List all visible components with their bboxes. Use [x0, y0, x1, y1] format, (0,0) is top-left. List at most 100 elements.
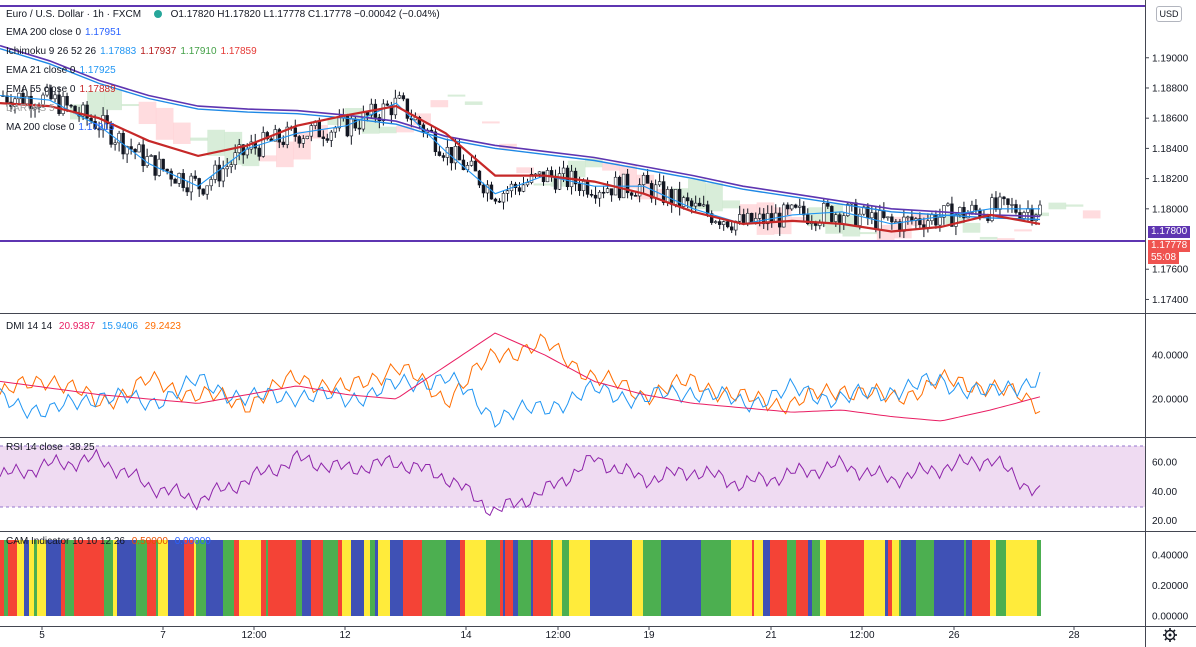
dmi-minus-line[interactable] — [0, 371, 1041, 428]
indicator-name[interactable]: DARVAS 5 — [6, 103, 55, 114]
time-axis-label: 12:00 — [241, 630, 266, 641]
indicator-legend-row[interactable]: Ichimoku 9 26 52 26 1.17883 1.17937 1.17910… — [6, 46, 261, 58]
cam-bar — [378, 540, 380, 616]
indicator-legend-row[interactable]: EMA 55 close 0 1.17889 — [6, 84, 120, 96]
ichimoku-cloud-segment — [190, 137, 208, 141]
ema-55-line[interactable] — [0, 102, 1041, 233]
candle-body — [685, 197, 690, 202]
cam-bar — [217, 540, 219, 616]
cam-bar — [635, 540, 639, 616]
time-axis-label: 12:00 — [545, 630, 570, 641]
cam-bar — [820, 540, 823, 616]
candle-body — [709, 213, 714, 223]
cam-bar — [307, 540, 311, 616]
cam-bar — [212, 540, 217, 616]
candle-body — [882, 210, 886, 218]
candle-body — [13, 98, 17, 107]
cam-bar — [996, 540, 998, 616]
cam-bar — [491, 540, 493, 616]
cam-bar — [152, 540, 156, 616]
candle-body — [561, 167, 566, 174]
cam-bar — [8, 540, 10, 616]
cam-bar — [868, 540, 873, 616]
ichimoku-cloud-segment — [585, 158, 603, 168]
price-axis-label: 1.18600 — [1152, 114, 1189, 125]
cam-bar — [289, 540, 291, 616]
candle-body — [217, 164, 221, 182]
cam-bar — [505, 540, 507, 616]
cam-bar — [548, 540, 551, 616]
cam-title[interactable]: CAM Indicator 10 10 12 26 — [6, 536, 125, 547]
indicator-legend-row[interactable]: EMA 200 close 0 1.17951 — [6, 27, 125, 39]
indicator-legend-row[interactable]: EMA 21 close 0 1.17925 — [6, 65, 120, 77]
rsi-title[interactable]: RSI 14 close — [6, 442, 63, 453]
cam-bar — [615, 540, 619, 616]
cam-bar — [535, 540, 537, 616]
indicator-name[interactable]: Ichimoku 9 26 52 26 — [6, 46, 97, 57]
cam-bar — [186, 540, 191, 616]
cam-bar — [275, 540, 280, 616]
candle-body — [221, 168, 225, 182]
indicator-legend-row[interactable]: MA 200 close 0 1.17915 — [6, 122, 119, 134]
cam-bar — [13, 540, 17, 616]
cam-bar — [509, 540, 511, 616]
cam-bar — [360, 540, 364, 616]
cam-bar — [964, 540, 966, 616]
cam-bar — [172, 540, 177, 616]
ichimoku-cloud-segment — [516, 167, 534, 174]
indicator-legend-row[interactable]: DARVAS 5 — [6, 103, 59, 115]
indicator-name[interactable]: EMA 21 close 0 — [6, 65, 76, 76]
cam-bar — [256, 540, 261, 616]
currency-button[interactable]: USD — [1156, 6, 1182, 22]
candle-body — [457, 146, 462, 161]
dmi-title[interactable]: DMI 14 14 — [6, 321, 53, 332]
adx-line[interactable] — [0, 332, 1041, 422]
cam-bar — [716, 540, 719, 616]
candle-body — [918, 218, 922, 225]
ema-21-line[interactable] — [0, 94, 1040, 225]
candle-body — [497, 200, 502, 203]
cam-bar — [268, 540, 272, 616]
ma-200-line[interactable] — [0, 48, 1041, 221]
settings-gear-icon[interactable] — [1163, 628, 1177, 642]
cam-bar — [646, 540, 650, 616]
candle-body — [185, 187, 189, 193]
ichimoku-cloud-segment — [482, 121, 500, 124]
visibility-eye-icon[interactable] — [153, 10, 162, 19]
candle-body — [385, 103, 390, 106]
cam-bar — [191, 540, 194, 616]
candle-body — [958, 207, 962, 216]
candle-body — [357, 127, 362, 130]
cam-bar — [812, 540, 814, 616]
cam-bar — [10, 540, 13, 616]
cam-bar — [796, 540, 800, 616]
indicator-name[interactable]: EMA 200 close 0 — [6, 27, 82, 38]
cam-bar — [468, 540, 473, 616]
cam-bar — [590, 540, 595, 616]
dmi-value-1: 20.9387 — [58, 321, 96, 332]
indicator-value: 1.17883 — [100, 46, 137, 57]
candle-body — [742, 214, 746, 225]
cam-bar — [585, 540, 588, 616]
candle-body — [417, 117, 422, 126]
candle-body — [593, 194, 598, 199]
cam-bar — [70, 540, 74, 616]
indicator-name[interactable]: MA 200 close 0 — [6, 122, 75, 133]
cam-bar — [749, 540, 752, 616]
candle-body — [605, 188, 610, 193]
symbol-title[interactable]: Euro / U.S. Dollar · 1h · FXCM — [6, 9, 142, 20]
cam-bar — [247, 540, 252, 616]
candle-body — [665, 189, 670, 203]
candle-body — [701, 204, 706, 207]
rsi-line[interactable] — [0, 448, 1041, 517]
indicator-name[interactable]: EMA 55 close 0 — [6, 84, 76, 95]
candle-body — [762, 213, 766, 225]
cam-bar — [719, 540, 722, 616]
ema-200-line[interactable] — [0, 44, 1041, 218]
time-axis-label: 26 — [948, 630, 960, 641]
cam-bar — [897, 540, 899, 616]
candle-body — [697, 202, 702, 207]
ichimoku-cloud-segment — [258, 155, 277, 162]
cam-bar — [327, 540, 332, 616]
